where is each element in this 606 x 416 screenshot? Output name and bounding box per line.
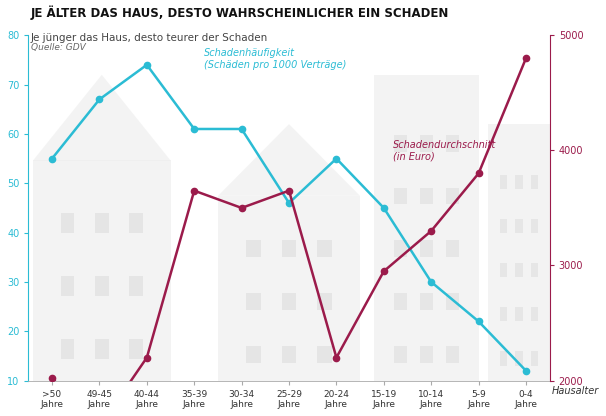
Polygon shape: [33, 75, 170, 160]
Bar: [420, 293, 433, 310]
Bar: [247, 293, 261, 310]
Bar: [531, 263, 538, 277]
Bar: [394, 293, 407, 310]
Text: JE ÄLTER DAS HAUS, DESTO WAHRSCHEINLICHER EIN SCHADEN: JE ÄLTER DAS HAUS, DESTO WAHRSCHEINLICHE…: [31, 6, 449, 20]
Bar: [420, 135, 433, 152]
Bar: [446, 346, 459, 363]
Bar: [95, 276, 108, 296]
Bar: [500, 307, 507, 321]
Bar: [394, 346, 407, 363]
Bar: [33, 160, 170, 381]
Bar: [515, 352, 522, 366]
Bar: [488, 124, 550, 381]
Bar: [129, 213, 143, 233]
Bar: [61, 213, 75, 233]
Text: Je jünger das Haus, desto teurer der Schaden: Je jünger das Haus, desto teurer der Sch…: [31, 33, 268, 43]
Bar: [129, 276, 143, 296]
Bar: [531, 219, 538, 233]
Text: Hausalter: Hausalter: [552, 386, 599, 396]
Bar: [218, 196, 360, 381]
Bar: [420, 240, 433, 257]
Bar: [129, 339, 143, 359]
Text: Schadenhäufigkeit
(Schäden pro 1000 Verträge): Schadenhäufigkeit (Schäden pro 1000 Vert…: [204, 48, 346, 70]
Bar: [282, 293, 296, 310]
Bar: [500, 263, 507, 277]
Bar: [318, 293, 331, 310]
Bar: [446, 135, 459, 152]
Bar: [515, 263, 522, 277]
Bar: [61, 276, 75, 296]
Bar: [375, 75, 479, 381]
Bar: [95, 213, 108, 233]
Bar: [500, 219, 507, 233]
Bar: [531, 352, 538, 366]
Bar: [515, 219, 522, 233]
Bar: [500, 174, 507, 188]
Bar: [61, 339, 75, 359]
Bar: [446, 188, 459, 204]
Text: Schadendurchschnitt
(in Euro): Schadendurchschnitt (in Euro): [393, 140, 496, 162]
Bar: [420, 188, 433, 204]
Bar: [531, 174, 538, 188]
Bar: [446, 293, 459, 310]
Bar: [318, 240, 331, 257]
Bar: [394, 188, 407, 204]
Bar: [500, 352, 507, 366]
Bar: [394, 135, 407, 152]
Bar: [247, 346, 261, 363]
Bar: [282, 346, 296, 363]
Bar: [420, 346, 433, 363]
Bar: [394, 240, 407, 257]
Bar: [515, 174, 522, 188]
Bar: [531, 307, 538, 321]
Polygon shape: [218, 124, 360, 196]
Bar: [247, 240, 261, 257]
Bar: [446, 240, 459, 257]
Bar: [318, 346, 331, 363]
Bar: [515, 307, 522, 321]
Text: Quelle: GDV: Quelle: GDV: [31, 42, 85, 52]
Bar: [95, 339, 108, 359]
Bar: [282, 240, 296, 257]
